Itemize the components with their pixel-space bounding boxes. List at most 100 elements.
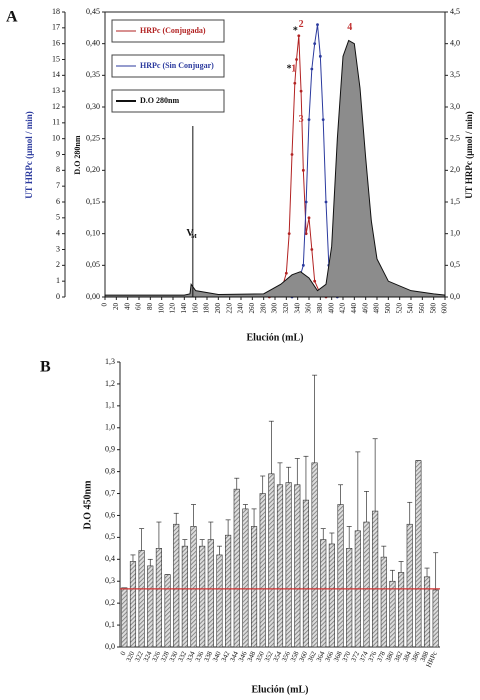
- bar: [423, 576, 431, 648]
- x-tick-label: 362: [306, 650, 318, 663]
- point: [324, 200, 328, 204]
- bar: [207, 539, 214, 648]
- x-axis-title: Elución (mL): [247, 332, 304, 343]
- bar: [225, 534, 232, 648]
- point: [316, 23, 319, 27]
- x-tick-label: 356: [280, 650, 292, 663]
- bar: [406, 523, 413, 648]
- y2-tick-label: 1,0: [450, 228, 460, 237]
- x-tick-label: 400: [327, 303, 335, 314]
- y3-tick-label: 0,40: [86, 38, 100, 47]
- y-tick-label: 9: [56, 149, 60, 158]
- point: [301, 263, 305, 267]
- bar: [398, 572, 405, 648]
- x-tick-label: 320: [125, 650, 137, 663]
- x-tick-label: 380: [384, 650, 396, 663]
- point: [299, 89, 303, 93]
- annotation: *: [293, 25, 298, 36]
- x-tick-label: 374: [358, 650, 370, 663]
- area: [104, 39, 446, 298]
- x-tick-label: 360: [305, 303, 313, 314]
- x-tick-label: 300: [271, 303, 279, 314]
- bar: [285, 482, 292, 648]
- bar: [294, 484, 301, 648]
- x-tick-label: 540: [407, 303, 415, 314]
- x-tick-label: 60: [135, 303, 143, 311]
- y-tick-label: 2: [56, 260, 60, 269]
- x-tick-label: 520: [395, 303, 403, 314]
- y-tick-label: 0,4: [105, 554, 115, 563]
- x-tick-label: 386: [410, 650, 422, 663]
- x-tick-label: 322: [133, 650, 145, 663]
- x-tick-label: 420: [339, 303, 347, 314]
- bar: [164, 574, 171, 648]
- panel-label: B: [40, 359, 51, 376]
- bar: [432, 589, 439, 648]
- y3-tick-label: 0,30: [86, 102, 100, 111]
- legend-label: D.O 280nm: [140, 96, 179, 105]
- y-tick-label: 1,0: [105, 423, 115, 432]
- y-tick-label: 7: [56, 181, 60, 190]
- legend-box: [111, 19, 225, 43]
- bar: [259, 493, 266, 648]
- y-tick-label: 0,6: [105, 510, 115, 519]
- x-tick-label: 364: [315, 650, 327, 663]
- bar: [250, 526, 258, 648]
- x-tick-label: 342: [220, 650, 232, 663]
- y-tick-label: 15: [52, 54, 60, 63]
- annotation: M: [191, 234, 197, 240]
- y2-tick-label: 1,5: [450, 197, 460, 206]
- bar: [268, 473, 275, 648]
- y2-tick-label: 0,0: [450, 292, 460, 301]
- bar: [328, 543, 335, 648]
- x-tick-label: 460: [361, 303, 369, 314]
- x-tick-label: 160: [191, 303, 199, 314]
- point: [304, 200, 308, 204]
- x-tick-label: 344: [228, 650, 240, 663]
- x-tick-label: 352: [263, 650, 275, 663]
- annotation: 2: [299, 19, 304, 30]
- y-tick-label: 4: [56, 228, 60, 237]
- bar: [173, 523, 180, 648]
- y-tick-label: 1,3: [105, 357, 115, 366]
- x-tick-label: 200: [214, 303, 222, 314]
- y-tick-label: 13: [52, 86, 60, 95]
- y-tick-label: 8: [56, 165, 60, 174]
- y-tick-label: 0,7: [105, 488, 115, 497]
- legend-label: HRPc (Conjugada): [140, 26, 206, 35]
- x-tick-label: 240: [237, 303, 245, 314]
- x-tick-label: 340: [293, 303, 301, 314]
- y-tick-label: 1,2: [105, 379, 115, 388]
- y-tick-label: 5: [56, 213, 60, 222]
- x-tick-label: 260: [248, 303, 256, 314]
- y3-tick-label: 0,35: [86, 70, 100, 79]
- y-tick-label: 0,9: [105, 445, 115, 454]
- y2-tick-label: 2,5: [450, 133, 460, 142]
- annotation: *: [287, 63, 292, 74]
- x-tick-label: 348: [246, 650, 258, 663]
- bar: [380, 556, 387, 648]
- x-tick-label: 338: [202, 650, 214, 663]
- x-tick-label: 140: [180, 303, 188, 314]
- x-tick-label: 378: [375, 650, 387, 663]
- point: [290, 153, 294, 156]
- y2-tick-label: 4,0: [450, 38, 460, 47]
- x-tick-label: 330: [168, 650, 180, 663]
- x-tick-label: 324: [142, 650, 154, 663]
- x-tick-label: 20: [112, 303, 120, 311]
- y-tick-label: 0: [56, 292, 60, 301]
- x-tick-label: 388: [419, 650, 431, 663]
- y-tick-label: 0,8: [105, 466, 115, 475]
- y2-tick-label: 4,5: [450, 7, 460, 16]
- x-tick-label: 340: [211, 650, 223, 663]
- bar: [346, 548, 353, 648]
- panel-label: A: [6, 9, 18, 26]
- y-tick-label: 6: [56, 197, 60, 206]
- y2-tick-label: 3,0: [450, 102, 460, 111]
- bar: [216, 554, 223, 648]
- y-tick-label: 0,0: [105, 642, 115, 651]
- x-tick-label: 368: [332, 650, 344, 663]
- y-tick-label: 1: [56, 276, 60, 285]
- point: [301, 168, 305, 172]
